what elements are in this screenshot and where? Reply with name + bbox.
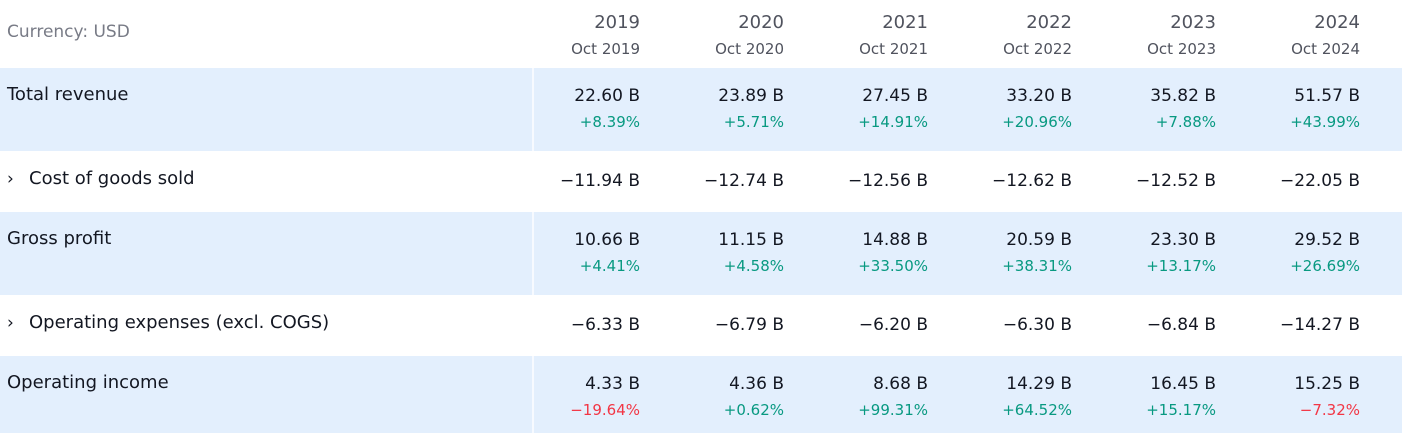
year-2020: 2020 [738, 12, 784, 33]
operating-income-change-2022: +64.52% [1002, 401, 1072, 419]
row-total-revenue: Total revenue 22.60 B +8.39% 23.89 B +5.… [0, 68, 1402, 151]
total-revenue-value-2022: 33.20 B [1006, 86, 1072, 106]
cogs-value-2022: −12.62 B [992, 171, 1072, 191]
row-label-operating-income: Operating income [7, 372, 169, 393]
gross-profit-value-2024: 29.52 B [1294, 230, 1360, 250]
header-label-cell: Currency: USD [0, 0, 532, 68]
opex-value-2022: −6.30 B [1002, 315, 1072, 335]
operating-income-change-2024: −7.32% [1299, 401, 1360, 419]
row-label-total-revenue: Total revenue [7, 84, 129, 105]
opex-label-text: Operating expenses (excl. COGS) [29, 312, 330, 333]
total-revenue-change-2020: +5.71% [723, 113, 784, 131]
gross-profit-change-2021: +33.50% [858, 257, 928, 275]
total-revenue-change-2023: +7.88% [1155, 113, 1216, 131]
opex-value-2023: −6.84 B [1146, 315, 1216, 335]
row-operating-expenses[interactable]: › Operating expenses (excl. COGS) −6.33 B… [0, 295, 1402, 356]
operating-income-change-2023: +15.17% [1146, 401, 1216, 419]
operating-income-value-2020: 4.36 B [729, 374, 784, 394]
cogs-value-2023: −12.52 B [1136, 171, 1216, 191]
gross-profit-value-2020: 11.15 B [718, 230, 784, 250]
gross-profit-value-2023: 23.30 B [1150, 230, 1216, 250]
cogs-value-2019: −11.94 B [560, 171, 640, 191]
operating-income-change-2021: +99.31% [858, 401, 928, 419]
operating-income-value-2022: 14.29 B [1006, 374, 1072, 394]
year-2019: 2019 [594, 12, 640, 33]
gross-profit-change-2020: +4.58% [723, 257, 784, 275]
operating-income-value-2023: 16.45 B [1150, 374, 1216, 394]
gross-profit-change-2022: +38.31% [1002, 257, 1072, 275]
cogs-value-2020: −12.74 B [704, 171, 784, 191]
opex-value-2019: −6.33 B [570, 315, 640, 335]
operating-income-change-2019: −19.64% [570, 401, 640, 419]
gross-profit-value-2019: 10.66 B [574, 230, 640, 250]
year-2023: 2023 [1170, 12, 1216, 33]
total-revenue-value-2024: 51.57 B [1294, 86, 1360, 106]
total-revenue-value-2023: 35.82 B [1150, 86, 1216, 106]
cogs-value-2024: −22.05 B [1280, 171, 1360, 191]
operating-income-value-2019: 4.33 B [585, 374, 640, 394]
row-label-cost-of-goods-sold[interactable]: › Cost of goods sold [7, 168, 195, 189]
row-label-gross-profit: Gross profit [7, 228, 112, 249]
table-header: Currency: USD 2019 Oct 2019 2020 Oct 202… [0, 0, 1402, 68]
opex-value-2020: −6.79 B [714, 315, 784, 335]
row-label-operating-expenses[interactable]: › Operating expenses (excl. COGS) [7, 312, 329, 333]
opex-value-2021: −6.20 B [858, 315, 928, 335]
total-revenue-value-2021: 27.45 B [862, 86, 928, 106]
gross-profit-value-2021: 14.88 B [862, 230, 928, 250]
cogs-label-text: Cost of goods sold [29, 168, 195, 189]
gross-profit-change-2019: +4.41% [579, 257, 640, 275]
cogs-value-2021: −12.56 B [848, 171, 928, 191]
total-revenue-value-2020: 23.89 B [718, 86, 784, 106]
date-2020: Oct 2020 [715, 40, 784, 58]
total-revenue-change-2019: +8.39% [579, 113, 640, 131]
total-revenue-change-2021: +14.91% [858, 113, 928, 131]
operating-income-change-2020: +0.62% [723, 401, 784, 419]
chevron-right-icon[interactable]: › [7, 313, 14, 333]
date-2021: Oct 2021 [859, 40, 928, 58]
row-cost-of-goods-sold[interactable]: › Cost of goods sold −11.94 B −12.74 B −1… [0, 151, 1402, 212]
row-gross-profit: Gross profit 10.66 B +4.41% 11.15 B +4.5… [0, 212, 1402, 295]
total-revenue-change-2022: +20.96% [1002, 113, 1072, 131]
year-2022: 2022 [1026, 12, 1072, 33]
chevron-right-icon[interactable]: › [7, 169, 14, 189]
total-revenue-value-2019: 22.60 B [574, 86, 640, 106]
row-operating-income: Operating income 4.33 B −19.64% 4.36 B +… [0, 356, 1402, 433]
date-2019: Oct 2019 [571, 40, 640, 58]
year-2024: 2024 [1314, 12, 1360, 33]
date-2022: Oct 2022 [1003, 40, 1072, 58]
operating-income-value-2021: 8.68 B [873, 374, 928, 394]
operating-income-value-2024: 15.25 B [1294, 374, 1360, 394]
opex-value-2024: −14.27 B [1280, 315, 1360, 335]
total-revenue-change-2024: +43.99% [1290, 113, 1360, 131]
gross-profit-change-2024: +26.69% [1290, 257, 1360, 275]
year-2021: 2021 [882, 12, 928, 33]
gross-profit-value-2022: 20.59 B [1006, 230, 1072, 250]
date-2024: Oct 2024 [1291, 40, 1360, 58]
gross-profit-change-2023: +13.17% [1146, 257, 1216, 275]
date-2023: Oct 2023 [1147, 40, 1216, 58]
currency-label: Currency: USD [7, 22, 130, 42]
